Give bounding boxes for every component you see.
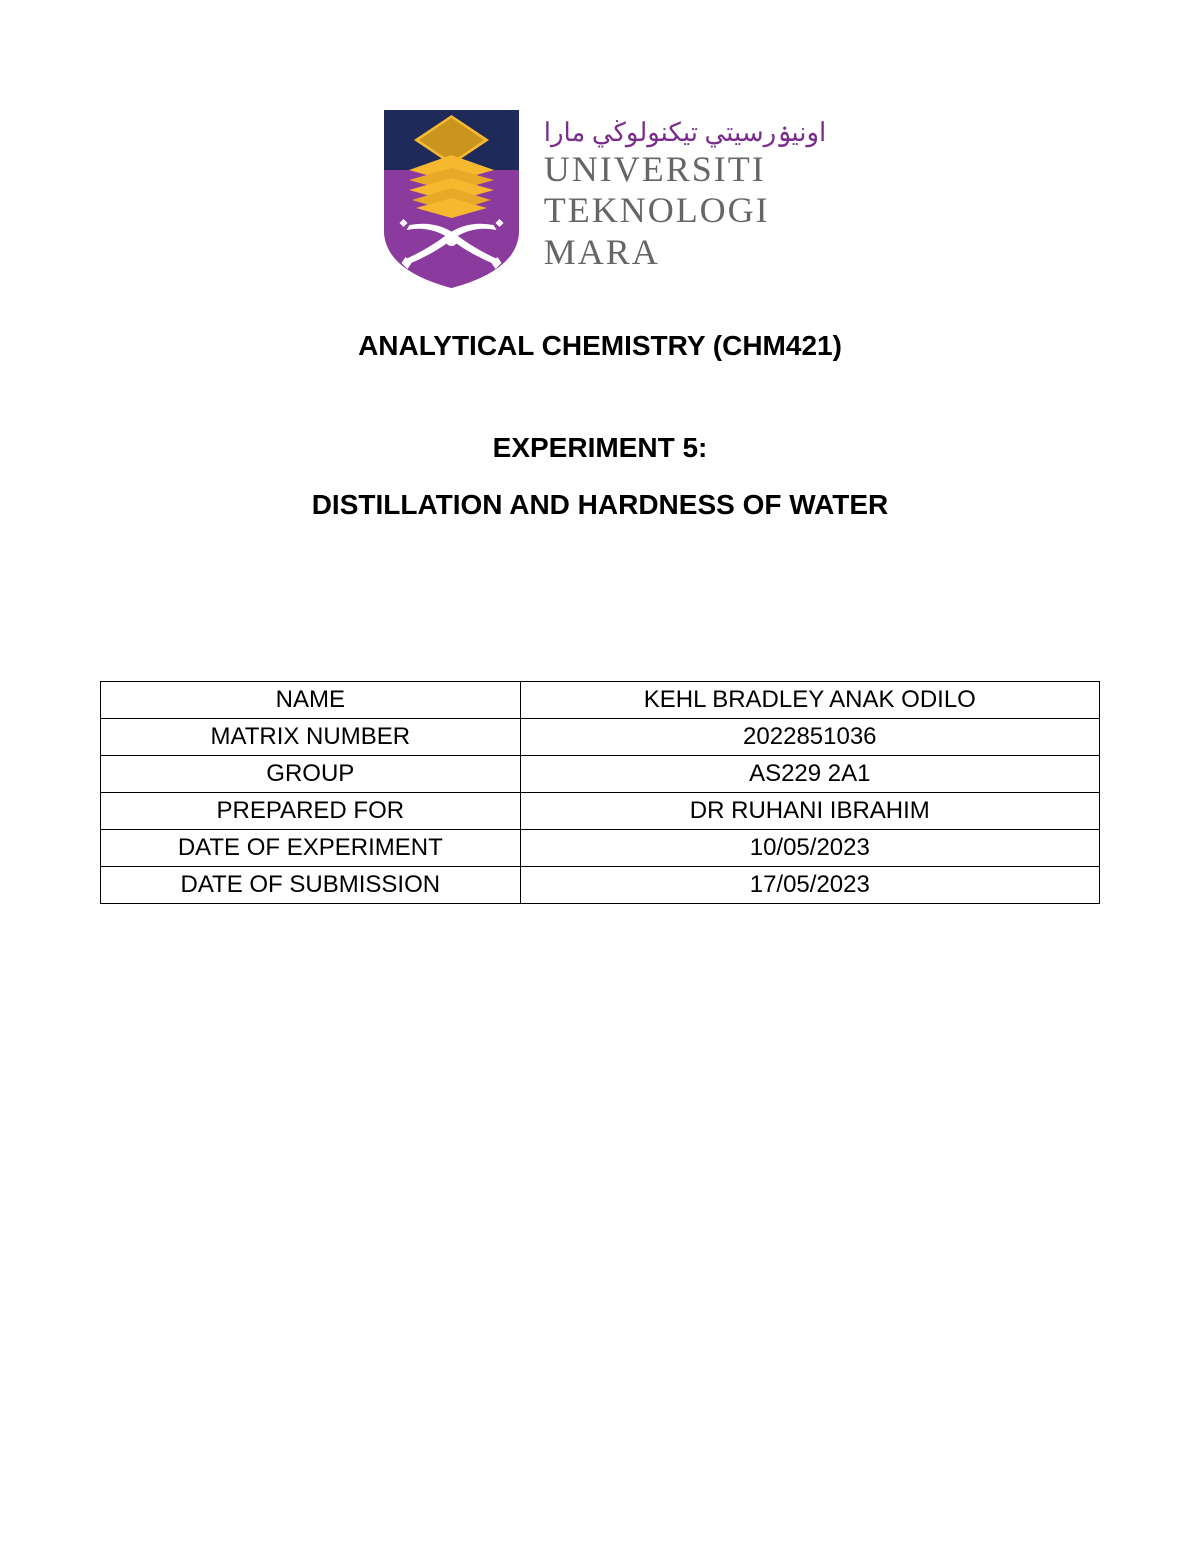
- university-name-line3: MARA: [544, 233, 827, 273]
- uitm-text-logo: اونيۏرسيتي تيكنولوڬي مارا UNIVERSITI TEK…: [544, 118, 827, 273]
- experiment-title: DISTILLATION AND HARDNESS OF WATER: [100, 489, 1100, 521]
- table-label: GROUP: [101, 756, 521, 793]
- table-row: DATE OF SUBMISSION 17/05/2023: [101, 867, 1100, 904]
- table-value: 2022851036: [520, 719, 1099, 756]
- logo-container: اونيۏرسيتي تيكنولوڬي مارا UNIVERSITI TEK…: [100, 100, 1100, 290]
- table-row: GROUP AS229 2A1: [101, 756, 1100, 793]
- table-value: AS229 2A1: [520, 756, 1099, 793]
- table-value: DR RUHANI IBRAHIM: [520, 793, 1099, 830]
- university-name-line1: UNIVERSITI: [544, 150, 827, 190]
- table-value: KEHL BRADLEY ANAK ODILO: [520, 682, 1099, 719]
- table-value: 17/05/2023: [520, 867, 1099, 904]
- info-table-body: NAME KEHL BRADLEY ANAK ODILO MATRIX NUMB…: [101, 682, 1100, 904]
- course-title: ANALYTICAL CHEMISTRY (CHM421): [100, 330, 1100, 362]
- table-label: NAME: [101, 682, 521, 719]
- table-row: PREPARED FOR DR RUHANI IBRAHIM: [101, 793, 1100, 830]
- table-label: DATE OF SUBMISSION: [101, 867, 521, 904]
- table-label: DATE OF EXPERIMENT: [101, 830, 521, 867]
- table-label: PREPARED FOR: [101, 793, 521, 830]
- uitm-shield-logo: [374, 100, 529, 290]
- experiment-number: EXPERIMENT 5:: [100, 432, 1100, 464]
- table-value: 10/05/2023: [520, 830, 1099, 867]
- info-table: NAME KEHL BRADLEY ANAK ODILO MATRIX NUMB…: [100, 681, 1100, 904]
- table-label: MATRIX NUMBER: [101, 719, 521, 756]
- table-row: NAME KEHL BRADLEY ANAK ODILO: [101, 682, 1100, 719]
- university-name-line2: TEKNOLOGI: [544, 191, 827, 231]
- table-row: DATE OF EXPERIMENT 10/05/2023: [101, 830, 1100, 867]
- jawi-script: اونيۏرسيتي تيكنولوڬي مارا: [544, 118, 827, 148]
- table-row: MATRIX NUMBER 2022851036: [101, 719, 1100, 756]
- experiment-section: EXPERIMENT 5: DISTILLATION AND HARDNESS …: [100, 432, 1100, 521]
